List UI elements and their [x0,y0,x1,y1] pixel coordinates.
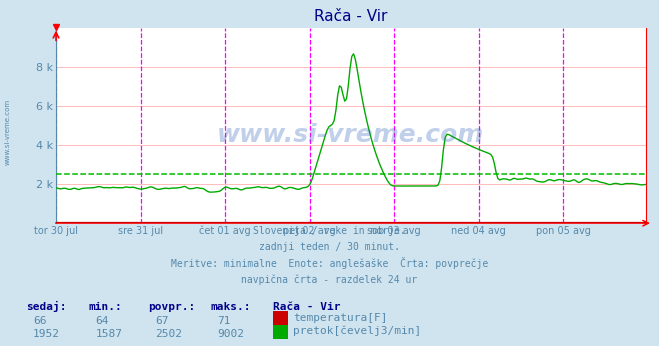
Text: pretok[čevelj3/min]: pretok[čevelj3/min] [293,325,422,336]
Text: navpična črta - razdelek 24 ur: navpična črta - razdelek 24 ur [241,275,418,285]
Text: 71: 71 [217,316,231,326]
Text: 2502: 2502 [155,329,182,339]
Text: www.si-vreme.com: www.si-vreme.com [5,98,11,165]
Text: min.:: min.: [89,302,123,312]
Text: 1952: 1952 [33,329,60,339]
Text: 64: 64 [96,316,109,326]
Text: 67: 67 [155,316,168,326]
Text: zadnji teden / 30 minut.: zadnji teden / 30 minut. [259,242,400,252]
Text: 1587: 1587 [96,329,123,339]
Text: Meritve: minimalne  Enote: anglešaške  Črta: povprečje: Meritve: minimalne Enote: anglešaške Črt… [171,257,488,269]
Text: 66: 66 [33,316,46,326]
Text: Rača - Vir: Rača - Vir [273,302,341,312]
Text: sedaj:: sedaj: [26,301,67,312]
Text: povpr.:: povpr.: [148,302,196,312]
Text: www.si-vreme.com: www.si-vreme.com [217,123,484,147]
Text: temperatura[F]: temperatura[F] [293,313,387,323]
Title: Rača - Vir: Rača - Vir [314,9,387,24]
Text: 9002: 9002 [217,329,244,339]
Text: Slovenija / reke in morje.: Slovenija / reke in morje. [253,226,406,236]
Text: maks.:: maks.: [211,302,251,312]
